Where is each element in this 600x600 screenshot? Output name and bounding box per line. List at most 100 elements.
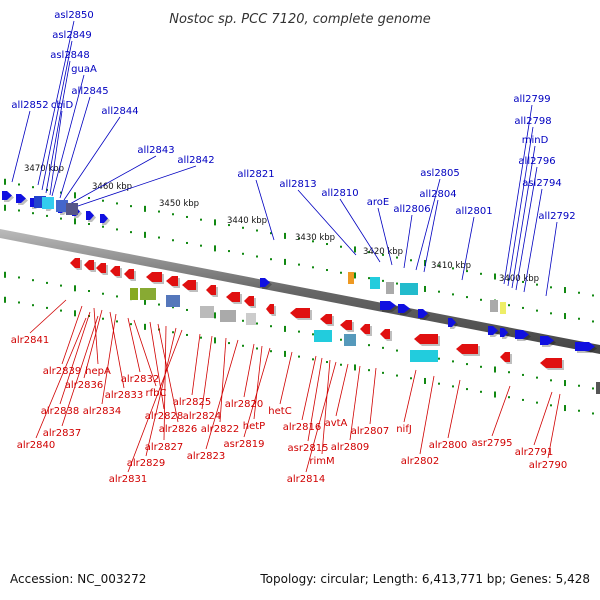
- reverse-gene-arrow: [96, 263, 106, 273]
- reverse-gene-arrow: [70, 258, 80, 268]
- leader-line: [219, 337, 227, 423]
- tick-mark: [550, 312, 552, 315]
- tick-mark: [18, 301, 20, 304]
- tick-mark: [354, 246, 356, 253]
- reverse-gene-label-alr2839: alr2839: [43, 366, 81, 377]
- leader-line: [29, 299, 67, 334]
- tick-mark: [522, 398, 524, 401]
- tick-mark: [382, 279, 384, 282]
- tick-mark: [102, 292, 104, 295]
- reverse-gene-arrow: [244, 296, 254, 306]
- reverse-gene-arrow: [166, 276, 178, 286]
- tick-mark: [326, 243, 328, 246]
- leader-line: [67, 155, 157, 206]
- tick-mark: [326, 269, 328, 272]
- tick-mark: [200, 336, 202, 339]
- forward-gene-label-aroe: aroE: [367, 197, 389, 208]
- tick-mark: [102, 317, 104, 320]
- leader-line: [59, 311, 91, 405]
- leader-line: [305, 361, 337, 473]
- leader-line: [279, 351, 293, 405]
- forward-gene-block: [370, 277, 380, 289]
- tick-mark: [172, 331, 174, 334]
- forward-gene-arrow: [380, 301, 396, 310]
- reverse-gene-label-alr2790: alr2790: [529, 460, 567, 471]
- leader-line: [419, 375, 435, 455]
- leader-line: [61, 305, 83, 365]
- forward-gene-arrow: [500, 328, 508, 337]
- leader-line: [11, 110, 31, 183]
- tick-mark: [522, 280, 524, 283]
- tick-mark: [46, 214, 48, 217]
- leader-line: [61, 315, 99, 427]
- tick-mark: [172, 239, 174, 242]
- tick-mark: [312, 358, 314, 361]
- leader-line: [127, 329, 183, 473]
- forward-gene-arrow: [488, 326, 498, 335]
- reverse-gene-label-alr2840: alr2840: [17, 440, 55, 451]
- leader-line: [37, 20, 75, 186]
- tick-mark: [438, 290, 440, 293]
- tick-mark: [88, 223, 90, 226]
- tick-mark: [340, 363, 342, 366]
- reverse-gene-label-alr2837: alr2837: [43, 428, 81, 439]
- leader-line: [301, 355, 317, 421]
- tick-mark: [116, 202, 118, 205]
- kbp-label: 3400 kbp: [499, 274, 539, 284]
- tick-mark: [228, 224, 230, 227]
- leader-line: [253, 345, 263, 420]
- tick-mark: [452, 293, 454, 296]
- forward-gene-label-all2844: all2844: [101, 106, 138, 117]
- forward-gene-block: [400, 283, 418, 295]
- reverse-gene-label-hetp: hetP: [243, 421, 265, 432]
- tick-mark: [466, 296, 468, 299]
- forward-gene-label-all2852: all2852: [11, 100, 48, 111]
- forward-gene-arrow: [575, 342, 595, 351]
- leader-line: [447, 379, 461, 439]
- tick-mark: [214, 312, 216, 319]
- tick-mark: [4, 178, 6, 185]
- tick-mark: [326, 361, 328, 364]
- leader-line: [307, 357, 323, 442]
- forward-gene-label-all2804: all2804: [419, 189, 456, 200]
- reverse-gene-label-avta: avtA: [325, 418, 348, 429]
- tick-mark: [256, 255, 258, 258]
- reverse-gene-arrow: [226, 292, 240, 302]
- tick-mark: [550, 404, 552, 407]
- leader-line: [461, 216, 475, 281]
- leader-line: [157, 323, 179, 423]
- tick-mark: [396, 374, 398, 377]
- reverse-gene-label-hetc: hetC: [268, 406, 291, 417]
- tick-mark: [424, 377, 426, 384]
- tick-mark: [466, 363, 468, 366]
- reverse-gene-block: [140, 288, 156, 300]
- reverse-gene-label-alr2831: alr2831: [109, 474, 147, 485]
- kbp-label: 3470 kbp: [24, 164, 64, 174]
- leader-line: [243, 343, 255, 398]
- tick-mark: [18, 276, 20, 279]
- tick-mark: [466, 388, 468, 391]
- reverse-gene-arrow: [266, 304, 274, 314]
- forward-gene-arrow: [100, 214, 108, 223]
- map-title: Nostoc sp. PCC 7120, complete genome: [169, 12, 431, 27]
- leader-line: [545, 221, 558, 297]
- tick-mark: [494, 273, 496, 280]
- tick-mark: [186, 333, 188, 336]
- reverse-gene-label-alr2807: alr2807: [351, 426, 389, 437]
- leader-line: [515, 166, 538, 291]
- reverse-gene-label-alr2834: alr2834: [83, 406, 121, 417]
- reverse-gene-label-alr2828: alr2828: [145, 411, 183, 422]
- tick-mark: [4, 204, 6, 211]
- tick-mark: [4, 271, 6, 278]
- tick-mark: [116, 295, 118, 298]
- tick-mark: [312, 266, 314, 269]
- forward-gene-arrow: [2, 191, 12, 200]
- tick-mark: [200, 218, 202, 221]
- tick-mark: [4, 296, 6, 303]
- reverse-gene-arrow: [320, 314, 332, 324]
- tick-mark: [298, 355, 300, 358]
- tick-mark: [522, 306, 524, 309]
- forward-gene-arrow: [86, 211, 94, 220]
- reverse-gene-label-alr2824: alr2824: [183, 411, 221, 422]
- forward-gene-label-all2801: all2801: [455, 206, 492, 217]
